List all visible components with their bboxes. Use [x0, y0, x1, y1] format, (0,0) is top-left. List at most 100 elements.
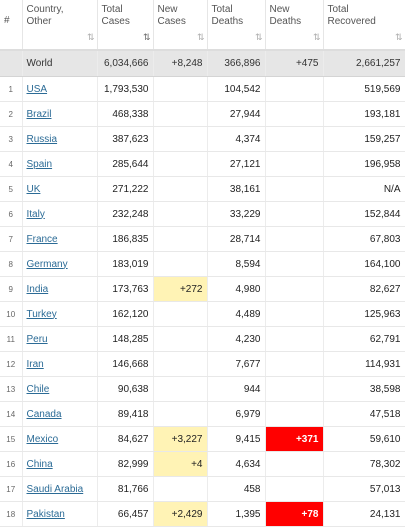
country-name: China	[22, 451, 98, 477]
total-recovered: 38,598	[323, 376, 405, 402]
country-name: Iran	[22, 351, 98, 377]
country-name: Russia	[22, 126, 98, 152]
new-deaths	[265, 226, 324, 252]
total-cases: 84,627	[97, 426, 154, 452]
country-name: Pakistan	[22, 501, 98, 527]
header-total-deaths[interactable]: Total Deaths ⇅	[207, 0, 266, 51]
total-deaths: 366,896	[207, 50, 266, 77]
total-cases: 6,034,666	[97, 50, 154, 77]
country-link[interactable]: Peru	[26, 333, 48, 345]
total-cases: 66,457	[97, 501, 154, 527]
country-link[interactable]: Saudi Arabia	[26, 483, 84, 495]
country-link[interactable]: Chile	[26, 383, 50, 395]
total-recovered: 114,931	[323, 351, 405, 377]
country-link[interactable]: Pakistan	[26, 508, 65, 520]
total-cases: 271,222	[97, 176, 154, 202]
country-name: Canada	[22, 401, 98, 427]
sort-icon[interactable]: ⇅	[394, 32, 402, 42]
total-recovered: 164,100	[323, 251, 405, 277]
country-link[interactable]: UK	[26, 183, 41, 195]
country-link[interactable]: Russia	[26, 133, 58, 145]
total-recovered: 57,013	[323, 476, 405, 502]
total-deaths: 38,161	[207, 176, 266, 202]
total-recovered: 59,610	[323, 426, 405, 452]
total-deaths: 944	[207, 376, 266, 402]
header-rank[interactable]: #	[0, 0, 23, 51]
country-link[interactable]: Turkey	[26, 308, 57, 320]
sort-icon[interactable]: ⇅	[86, 32, 94, 42]
row-index: 9	[0, 276, 23, 302]
header-total-cases[interactable]: Total Cases ⇅	[97, 0, 154, 51]
new-deaths	[265, 301, 324, 327]
new-deaths	[265, 176, 324, 202]
row-index: 10	[0, 301, 23, 327]
country-link[interactable]: Iran	[26, 358, 44, 370]
country-link[interactable]: Brazil	[26, 108, 52, 120]
total-deaths: 4,374	[207, 126, 266, 152]
country-link[interactable]: China	[26, 458, 53, 470]
country-link[interactable]: Spain	[26, 158, 53, 170]
country-link[interactable]: Italy	[26, 208, 45, 220]
total-recovered: 519,569	[323, 76, 405, 102]
table-row: 3 Russia 387,623 4,374 159,257	[0, 126, 405, 152]
new-deaths	[265, 201, 324, 227]
new-deaths	[265, 351, 324, 377]
sort-desc-icon[interactable]: ⇅	[142, 32, 150, 42]
header-new-deaths-label: New Deaths	[269, 4, 302, 27]
new-deaths: +475	[265, 50, 324, 77]
table-row: 8 Germany 183,019 8,594 164,100	[0, 251, 405, 277]
new-cases: +4	[153, 451, 208, 477]
sort-icon[interactable]: ⇅	[254, 32, 262, 42]
total-cases: 232,248	[97, 201, 154, 227]
country-name: USA	[22, 76, 98, 102]
total-cases: 183,019	[97, 251, 154, 277]
new-deaths	[265, 276, 324, 302]
total-deaths: 8,594	[207, 251, 266, 277]
total-deaths: 28,714	[207, 226, 266, 252]
sort-icon[interactable]: ⇅	[196, 32, 204, 42]
country-link[interactable]: India	[26, 283, 49, 295]
country-link[interactable]: Canada	[26, 408, 62, 420]
row-index: 18	[0, 501, 23, 527]
header-new-deaths[interactable]: New Deaths ⇅	[265, 0, 324, 51]
table-row: 7 France 186,835 28,714 67,803	[0, 226, 405, 252]
new-cases	[153, 201, 208, 227]
total-deaths: 27,944	[207, 101, 266, 127]
row-index: 5	[0, 176, 23, 202]
total-cases: 387,623	[97, 126, 154, 152]
header-country-label: Country, Other	[26, 4, 64, 27]
header-country[interactable]: Country, Other ⇅	[22, 0, 98, 51]
total-deaths: 1,395	[207, 501, 266, 527]
new-deaths	[265, 401, 324, 427]
table-row: 17 Saudi Arabia 81,766 458 57,013	[0, 476, 405, 502]
total-cases: 146,668	[97, 351, 154, 377]
row-index: 8	[0, 251, 23, 277]
total-cases: 89,418	[97, 401, 154, 427]
table-row: 4 Spain 285,644 27,121 196,958	[0, 151, 405, 177]
table-row: 10 Turkey 162,120 4,489 125,963	[0, 301, 405, 327]
total-cases: 82,999	[97, 451, 154, 477]
header-new-cases[interactable]: New Cases ⇅	[153, 0, 208, 51]
new-cases	[153, 301, 208, 327]
table-row: 13 Chile 90,638 944 38,598	[0, 376, 405, 402]
total-cases: 186,835	[97, 226, 154, 252]
table-row: 18 Pakistan 66,457 +2,429 1,395 +78 24,131	[0, 501, 405, 527]
row-index: 2	[0, 101, 23, 127]
country-link[interactable]: Mexico	[26, 433, 59, 445]
country-link[interactable]: USA	[26, 83, 48, 95]
row-index: 15	[0, 426, 23, 452]
country-link[interactable]: Germany	[26, 258, 68, 270]
total-deaths: 458	[207, 476, 266, 502]
sort-icon[interactable]: ⇅	[312, 32, 320, 42]
total-recovered: 24,131	[323, 501, 405, 527]
header-total-recovered[interactable]: Total Recovered ⇅	[323, 0, 405, 51]
new-cases: +3,227	[153, 426, 208, 452]
total-cases: 148,285	[97, 326, 154, 352]
header-total-cases-label: Total Cases	[101, 4, 130, 27]
new-cases	[153, 101, 208, 127]
country-link[interactable]: France	[26, 233, 58, 245]
new-cases: +2,429	[153, 501, 208, 527]
table-row: 1 USA 1,793,530 104,542 519,569	[0, 76, 405, 102]
new-deaths: +78	[265, 501, 324, 527]
country-name: France	[22, 226, 98, 252]
